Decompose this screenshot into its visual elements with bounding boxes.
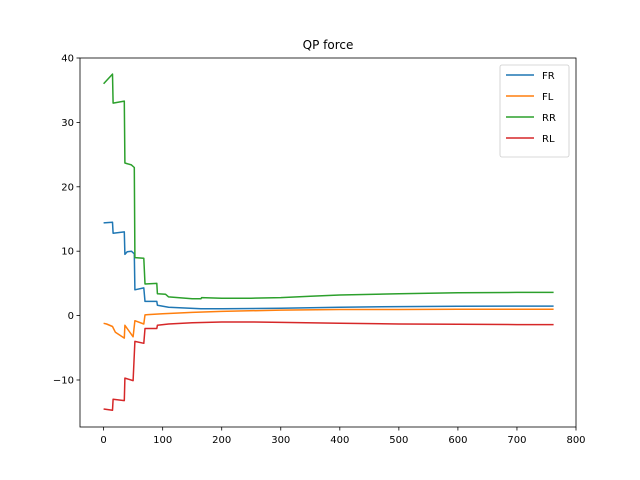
series-layer — [103, 73, 554, 412]
x-axis: 0 100 200 300 400 500 600 700 800 — [100, 427, 586, 446]
x-tick-label: 800 — [566, 435, 585, 446]
y-tick-label: 40 — [61, 54, 74, 65]
legend-box — [499, 64, 570, 158]
y-tick-label: 30 — [61, 118, 74, 129]
y-tick-label: 20 — [61, 182, 74, 193]
x-tick-label: 300 — [271, 435, 290, 446]
legend-label-fr: FR — [542, 71, 555, 82]
series-line-rl — [103, 321, 554, 412]
chart-title: QP force — [303, 38, 354, 52]
legend-label-rl: RL — [542, 134, 555, 145]
x-tick-label: 0 — [100, 435, 106, 446]
x-tick-label: 200 — [212, 435, 231, 446]
series-line-fr — [103, 221, 554, 310]
series-line-fl — [103, 308, 554, 339]
x-tick-label: 100 — [153, 435, 172, 446]
y-tick-label: 0 — [68, 311, 74, 322]
legend: FR FL RR RL — [499, 64, 570, 158]
y-tick-label: 10 — [61, 247, 74, 258]
x-tick-label: 500 — [389, 435, 408, 446]
legend-label-fl: FL — [542, 92, 554, 103]
y-tick-label: −10 — [53, 375, 74, 386]
x-tick-label: 400 — [330, 435, 349, 446]
y-axis: −10 0 10 20 30 40 — [53, 54, 80, 386]
axes-frame — [79, 57, 577, 428]
series-line-rr — [103, 73, 554, 300]
x-tick-label: 600 — [448, 435, 467, 446]
legend-label-rr: RR — [542, 113, 556, 124]
x-tick-label: 700 — [507, 435, 526, 446]
